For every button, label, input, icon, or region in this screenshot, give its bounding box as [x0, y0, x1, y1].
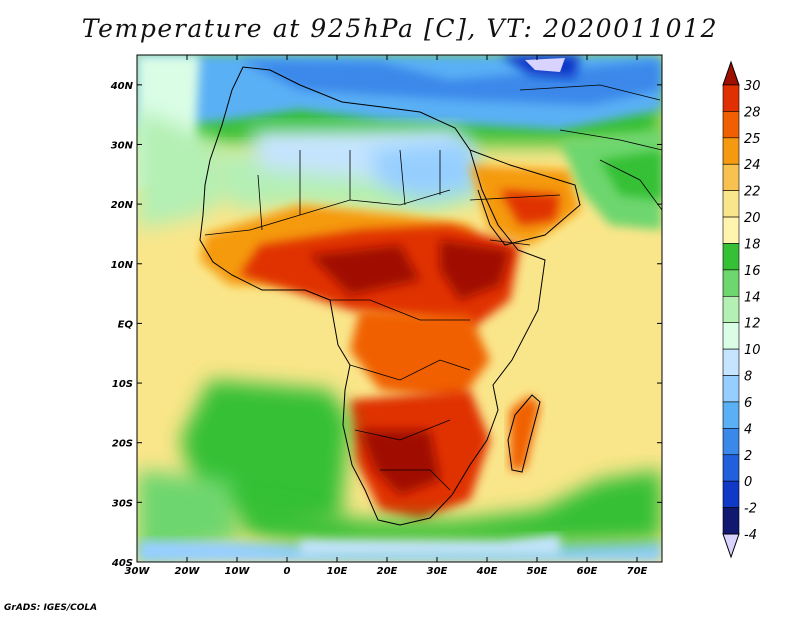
longitude-axis: 30W 20W 10W 0 10E 20E 30E 40E 50E 60E 70E	[125, 55, 648, 577]
colorbar-level-label: 24	[744, 158, 761, 173]
colorbar-segment	[722, 190, 740, 218]
colorbar-segment	[722, 428, 740, 456]
colorbar-segment	[722, 137, 740, 165]
grads-credit: GrADS: IGES/COLA	[4, 603, 98, 613]
lat-tick-label: 40N	[110, 81, 134, 92]
lon-tick-label: 60E	[577, 566, 598, 577]
country-borders	[204, 84, 662, 491]
colorbar-level-label: 28	[744, 105, 761, 120]
colorbar-level-label: 16	[744, 264, 761, 279]
colorbar-level-label: -2	[744, 502, 757, 517]
colorbar-level-label: 25	[744, 132, 761, 147]
lat-tick-label: 40S	[111, 558, 133, 569]
colorbar-level-label: 8	[744, 370, 752, 385]
colorbar-segment	[722, 454, 740, 482]
lon-tick-label: 30W	[125, 566, 151, 577]
colorbar-segment	[722, 507, 740, 535]
africa-coastline	[199, 66, 546, 526]
lon-tick-label: 0	[284, 566, 291, 577]
lat-tick-label: 30N	[111, 140, 134, 151]
colorbar-segment	[722, 295, 740, 324]
colorbar-level-label: -4	[744, 528, 757, 543]
lat-tick-label: EQ	[118, 319, 134, 330]
lon-tick-label: 20E	[377, 566, 398, 577]
lat-tick-label: 10N	[111, 260, 134, 271]
colorbar-segment	[722, 111, 740, 139]
colorbar-bottom-arrow	[722, 533, 740, 559]
latitude-axis: 40N 30N 20N 10N EQ 10S 20S 30S 40S	[110, 81, 662, 569]
colorbar-segment	[722, 480, 740, 508]
colorbar-level-label: 4	[744, 422, 752, 437]
map-title: Temperature at 925hPa [C], VT: 202001101…	[81, 14, 719, 43]
lon-tick-label: 30E	[427, 566, 448, 577]
colorbar-segment	[722, 216, 740, 244]
colorbar-segment	[722, 348, 740, 376]
lon-tick-label: 10W	[225, 566, 251, 577]
colorbar-level-label: 14	[744, 290, 761, 305]
colorbar-segment	[722, 322, 740, 350]
lat-tick-label: 20S	[112, 439, 133, 450]
lon-tick-label: 20W	[175, 566, 201, 577]
colorbar-segment	[722, 163, 740, 191]
colorbar-segment	[722, 84, 740, 112]
colorbar-level-label: 30	[744, 79, 761, 94]
colorbar-level-label: 10	[744, 343, 761, 358]
colorbar-level-label: 22	[744, 185, 761, 200]
colorbar-segment	[722, 401, 740, 429]
colorbar-level-label: 6	[744, 396, 752, 411]
colorbar-level-label: 0	[744, 475, 752, 490]
colorbar-level-label: 20	[744, 211, 761, 226]
lon-tick-label: 50E	[527, 566, 548, 577]
temperature-field	[137, 55, 662, 562]
colorbar-segment	[722, 243, 740, 271]
colorbar-level-label: 2	[744, 449, 752, 464]
map-frame	[136, 54, 663, 563]
colorbar-level-label: 18	[744, 237, 761, 252]
lat-tick-label: 20N	[111, 200, 134, 211]
lat-tick-label: 30S	[112, 498, 133, 509]
colorbar-top-arrow	[722, 60, 740, 86]
colorbar-level-label: 12	[744, 317, 761, 332]
lon-tick-label: 10E	[327, 566, 348, 577]
lon-tick-label: 40E	[476, 566, 498, 577]
colorbar-segment	[722, 269, 740, 297]
lat-tick-label: 10S	[112, 379, 133, 390]
lon-tick-label: 70E	[627, 566, 648, 577]
colorbar-segment	[722, 375, 740, 403]
